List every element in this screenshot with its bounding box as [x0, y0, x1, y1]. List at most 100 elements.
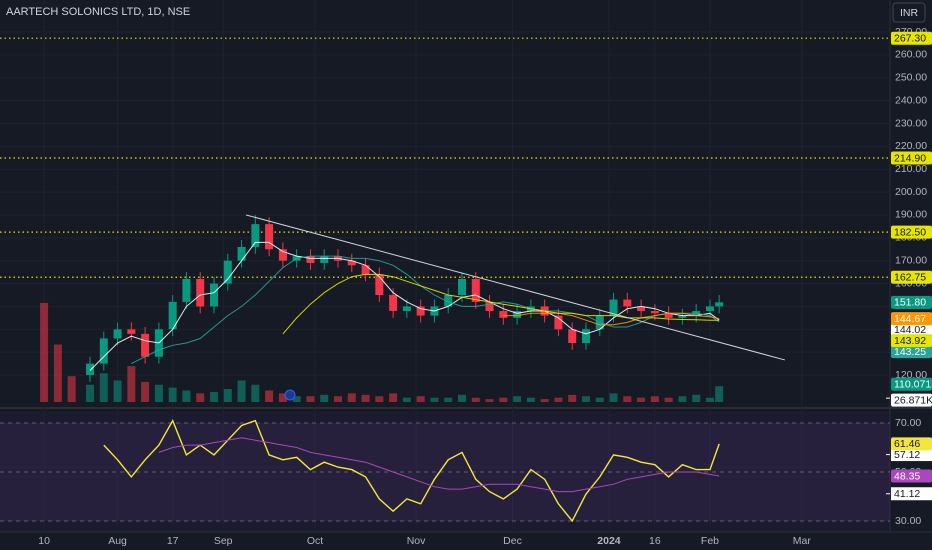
volume-bar — [237, 380, 246, 402]
candle-body — [99, 338, 108, 364]
candle-body — [416, 306, 425, 316]
candle-body — [113, 329, 122, 339]
candle-body — [127, 329, 136, 334]
volume-bar — [623, 396, 632, 402]
candle-body — [715, 302, 724, 307]
candle-body — [457, 278, 466, 296]
candle-body — [251, 224, 260, 247]
candle-body — [196, 278, 205, 307]
y-tick-label: 250.00 — [895, 72, 927, 84]
volume-bar — [554, 397, 563, 402]
last-value-label-bg — [891, 312, 932, 326]
y-tick-label: 220.00 — [895, 140, 927, 152]
volume-bar — [430, 397, 439, 402]
y-tick-label: 170.00 — [895, 254, 927, 266]
volume-bar — [182, 390, 191, 402]
volume-bar — [251, 384, 260, 402]
last-value-label-bg — [891, 345, 932, 359]
y-tick-label: 260.00 — [895, 49, 927, 61]
volume-bar — [196, 393, 205, 402]
volume-bar — [650, 396, 659, 402]
volume-bar — [292, 396, 301, 402]
candle-body — [320, 256, 329, 263]
candle-body — [471, 278, 480, 302]
volume-bar — [113, 380, 122, 402]
volume-last-label-bg — [891, 377, 932, 391]
volume-bar — [705, 397, 714, 402]
volume-bar — [513, 396, 522, 402]
volume-bar — [581, 396, 590, 402]
volume-bar — [444, 397, 453, 402]
candle-body — [389, 295, 398, 312]
volume-bar — [595, 397, 604, 402]
x-tick-label: Oct — [307, 535, 323, 547]
last-value-label: 151.80 — [894, 297, 926, 309]
volume-bar — [278, 393, 287, 402]
rsi-band — [0, 423, 890, 521]
volume-last-label: 110.071K — [894, 378, 932, 390]
last-value-label-bg — [891, 334, 932, 348]
x-tick-label: 2024 — [597, 535, 621, 547]
candle-body — [637, 306, 646, 312]
volume-bar — [416, 396, 425, 402]
volume-bar — [499, 397, 508, 402]
candle-body — [485, 301, 494, 312]
volume-bar — [526, 397, 535, 402]
candle-body — [141, 333, 150, 357]
last-value-label-bg — [891, 295, 932, 309]
y-tick-label: 200.00 — [895, 186, 927, 198]
volume-bar — [485, 399, 494, 402]
volume-bar — [402, 397, 411, 402]
volume-bar — [40, 302, 49, 402]
volume-bar — [609, 393, 618, 402]
event-marker[interactable] — [284, 389, 296, 401]
last-value-label-bg — [891, 323, 932, 337]
x-tick-label: 10 — [38, 535, 50, 547]
volume-bar — [86, 384, 95, 402]
rsi-level-bg — [891, 448, 932, 462]
currency-label[interactable]: INR — [900, 7, 919, 19]
volume-bar — [320, 394, 329, 402]
candle-body — [568, 329, 577, 344]
volume-bar — [361, 394, 370, 402]
x-tick-label: Mar — [793, 535, 812, 547]
currency-button[interactable] — [892, 2, 926, 23]
volume-bar — [678, 396, 687, 402]
candle-body — [265, 224, 274, 250]
volume-bar — [347, 393, 356, 402]
rsi-level-label: 57.12 — [894, 449, 920, 461]
level-label: 182.50 — [894, 226, 926, 238]
x-tick-label: 17 — [167, 535, 179, 547]
volume-bar — [457, 394, 466, 402]
volume-bar — [540, 399, 549, 402]
last-value-label: 144.67 — [894, 313, 926, 325]
volume-bar — [265, 390, 274, 402]
candle-body — [278, 249, 287, 261]
volume-bar — [154, 384, 163, 402]
rsi-level-label: 41.12 — [894, 488, 920, 500]
volume-bar — [568, 394, 577, 402]
rsi-line — [158, 437, 720, 493]
volume-bar — [306, 396, 315, 402]
x-tick-label: Feb — [701, 535, 719, 547]
candle-body — [210, 283, 219, 307]
moving-average — [282, 273, 720, 335]
volume-bar — [67, 376, 76, 402]
candle-body — [86, 363, 95, 376]
candle-body — [402, 306, 411, 312]
y-tick-label: 230.00 — [895, 117, 927, 129]
candle-body — [609, 299, 618, 316]
volume-bar — [389, 393, 398, 402]
x-tick-label: Nov — [407, 535, 426, 547]
trendline — [246, 214, 785, 361]
candle-body — [623, 299, 632, 307]
y-tick-label: 210.00 — [895, 163, 927, 175]
candle-body — [375, 274, 384, 296]
candle-body — [664, 313, 673, 318]
candle-body — [182, 278, 191, 302]
volume-ma-label-bg — [891, 393, 932, 407]
volume-bar — [375, 396, 384, 402]
level-label-bg — [891, 31, 932, 45]
candle-body — [554, 315, 563, 330]
